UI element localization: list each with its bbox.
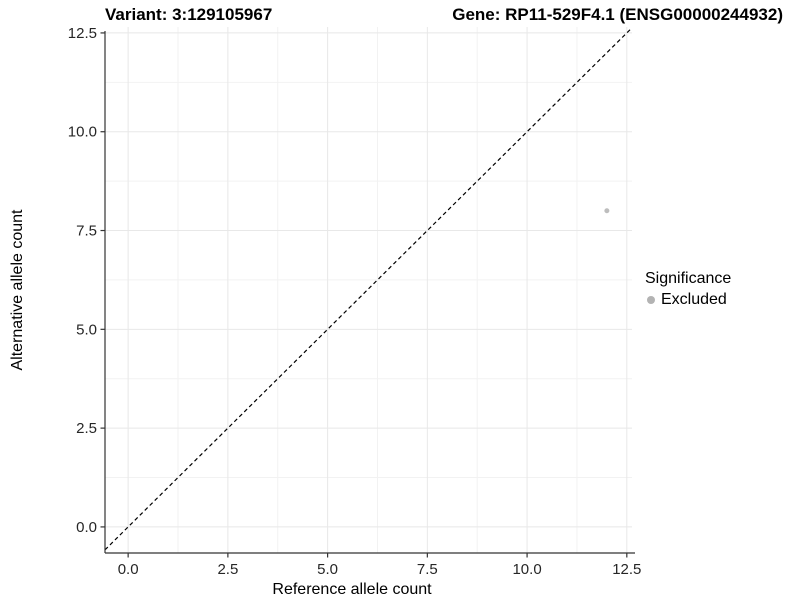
y-tick-label: 7.5: [76, 223, 97, 240]
legend-key-dot-icon: [647, 296, 655, 304]
plot-title-gene: Gene: RP11-529F4.1 (ENSG00000244932): [452, 5, 783, 24]
y-tick-label: 5.0: [76, 321, 97, 338]
x-tick-label: 2.5: [217, 561, 238, 578]
legend-title: Significance: [645, 270, 732, 287]
y-axis-title: Alternative allele count: [9, 209, 26, 371]
legend-item-label: Excluded: [661, 291, 727, 308]
y-tick-label: 10.0: [68, 124, 97, 141]
x-tick-label: 7.5: [417, 561, 438, 578]
x-tick-label: 12.5: [612, 561, 641, 578]
legend-item-excluded: Excluded: [645, 291, 731, 309]
x-tick-label: 5.0: [317, 561, 338, 578]
identity-line: [104, 27, 633, 551]
legend: Significance Excluded: [645, 270, 731, 309]
data-point: [604, 208, 610, 214]
x-axis-title: Reference allele count: [272, 581, 432, 598]
y-tick-label: 0.0: [76, 519, 97, 536]
x-tick-label: 0.0: [118, 561, 139, 578]
plot-title-variant: Variant: 3:129105967: [105, 5, 273, 24]
x-tick-label: 10.0: [512, 561, 541, 578]
y-tick-label: 2.5: [76, 420, 97, 437]
y-tick-label: 12.5: [68, 25, 97, 42]
